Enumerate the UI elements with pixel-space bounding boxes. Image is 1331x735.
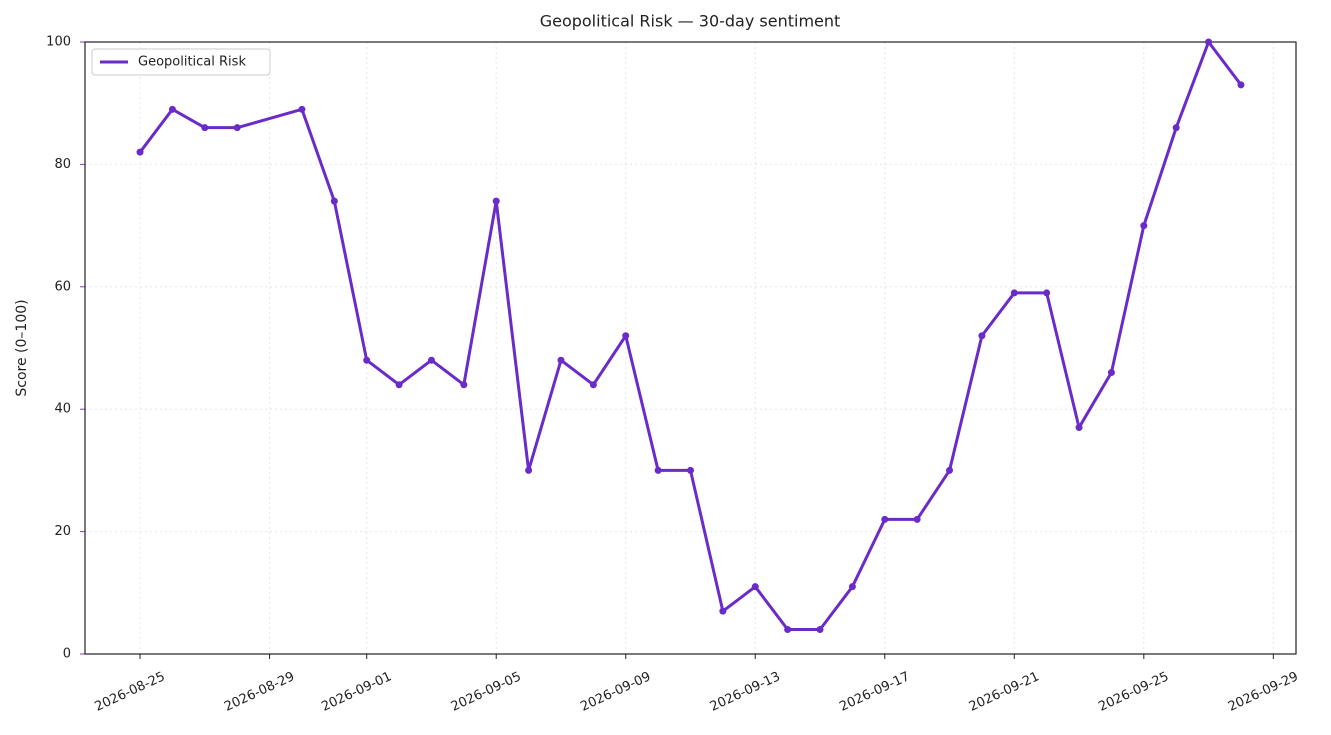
x-tick-label: 2026-08-29: [222, 669, 297, 715]
point: [525, 466, 533, 474]
point: [557, 356, 565, 364]
chart-title: Geopolitical Risk — 30-day sentiment: [540, 12, 841, 31]
point: [298, 105, 306, 113]
line: [138, 40, 1243, 632]
x-tick-label: 2026-09-17: [837, 669, 912, 715]
y-tick-label: 0: [63, 647, 71, 662]
point: [654, 466, 662, 474]
point: [363, 356, 371, 364]
point: [460, 381, 468, 389]
x-tick-label: 2026-09-25: [1096, 669, 1171, 715]
point: [622, 332, 630, 340]
legend: Geopolitical Risk: [91, 48, 271, 76]
point: [330, 197, 338, 205]
x-tick-label: 2026-09-21: [967, 669, 1042, 715]
point: [719, 607, 727, 615]
point: [136, 148, 144, 156]
point: [427, 356, 435, 364]
y-tick-label: 60: [54, 279, 71, 294]
x-tick-label: 2026-09-13: [708, 669, 783, 715]
y-axis-label: Score (0–100): [14, 299, 30, 396]
point: [1107, 368, 1115, 376]
legend-label: Geopolitical Risk: [138, 55, 246, 70]
point: [1172, 124, 1180, 132]
x-tick-label: 2026-09-01: [319, 669, 394, 715]
point: [1010, 289, 1018, 297]
point: [589, 381, 597, 389]
y-tick-label: 40: [54, 402, 71, 417]
x-tick-label: 2026-09-09: [578, 669, 653, 715]
point: [1140, 222, 1148, 230]
x-tick-label: 2026-08-25: [93, 669, 168, 715]
legend-box: [91, 48, 271, 76]
point: [1237, 81, 1245, 89]
point: [816, 626, 824, 634]
point: [848, 583, 856, 591]
point: [978, 332, 986, 340]
x-tick-label: 2026-09-29: [1226, 669, 1301, 715]
y-tick-label: 100: [46, 35, 71, 50]
point: [168, 105, 176, 113]
point: [751, 583, 759, 591]
y-tick-label: 20: [54, 524, 71, 539]
point: [687, 466, 694, 474]
point: [1075, 424, 1083, 432]
point: [1043, 289, 1051, 297]
point: [881, 515, 889, 523]
point: [913, 515, 921, 523]
y-tick-label: 80: [54, 157, 71, 172]
x-tick-label: 2026-09-05: [449, 669, 524, 715]
point: [201, 124, 209, 132]
point: [233, 124, 241, 132]
point: [492, 197, 500, 205]
point: [395, 381, 403, 389]
plot-frame: [84, 41, 1297, 655]
point: [1205, 38, 1213, 46]
point: [784, 626, 792, 634]
point: [946, 466, 954, 474]
